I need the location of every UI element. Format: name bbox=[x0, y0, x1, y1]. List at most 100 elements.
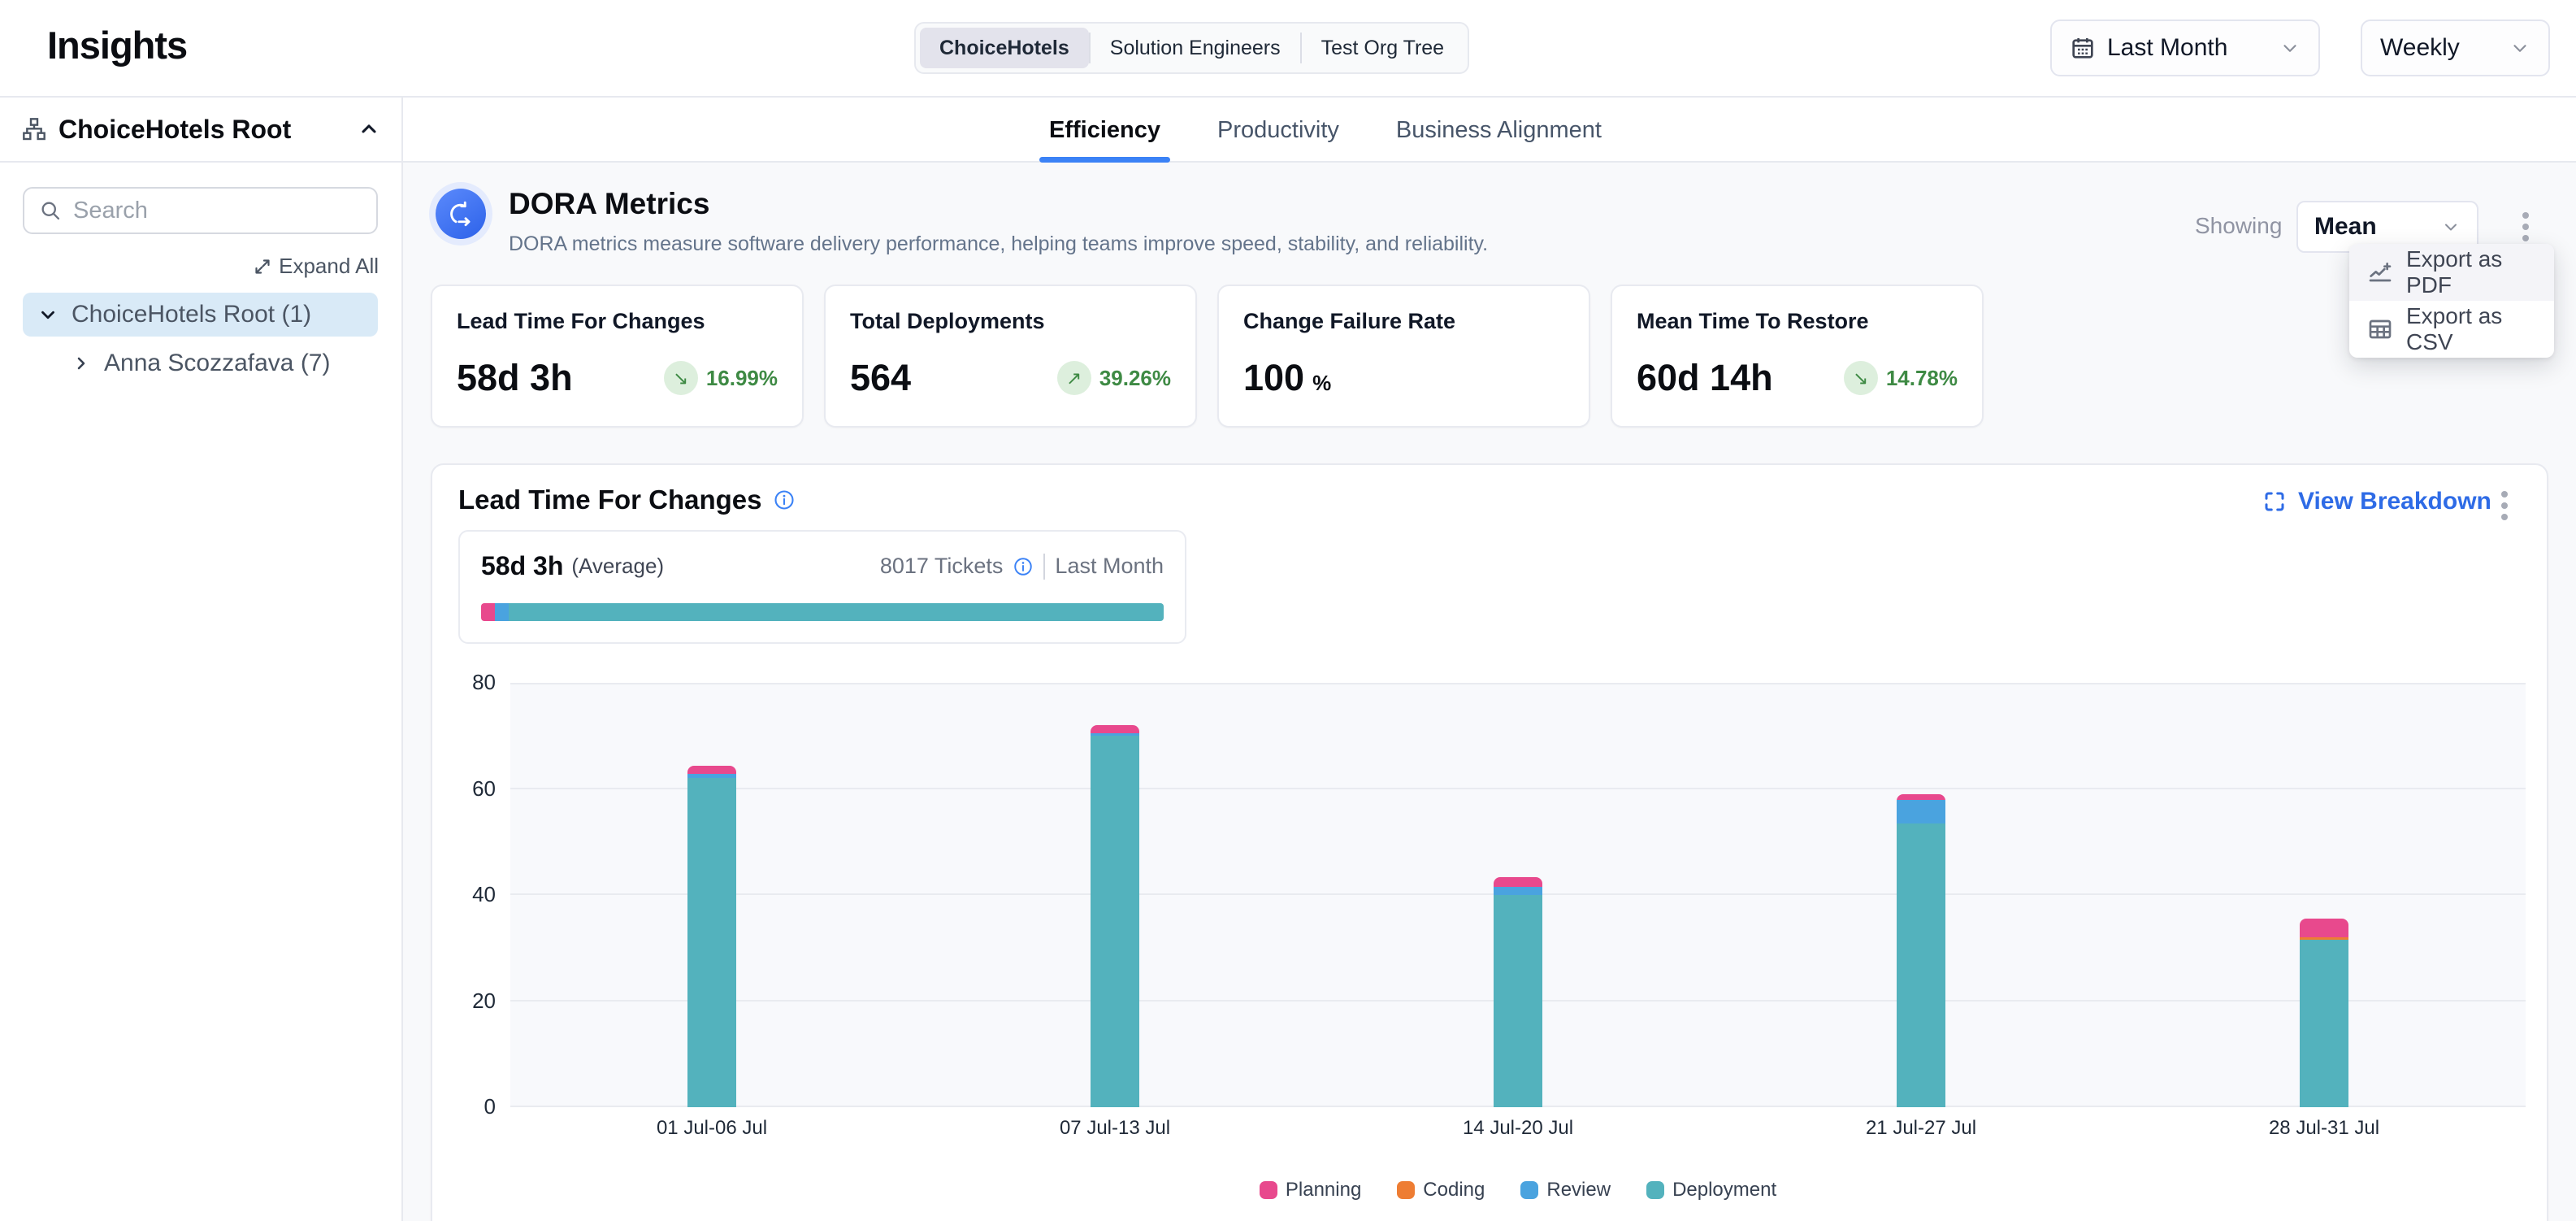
bar-segment-review bbox=[1494, 887, 1542, 895]
trend-value: 39.26% bbox=[1099, 365, 1171, 390]
expand-all-button[interactable]: Expand All bbox=[253, 254, 379, 279]
bar-segment-planning bbox=[2300, 919, 2348, 938]
tree-item-choicehotels-root[interactable]: ChoiceHotels Root (1) bbox=[23, 293, 378, 337]
org-tab-choicehotels[interactable]: ChoiceHotels bbox=[920, 28, 1089, 68]
tab-productivity[interactable]: Productivity bbox=[1217, 116, 1339, 143]
chart-line-plus-icon bbox=[2367, 259, 2393, 285]
bar-segment-planning bbox=[1494, 877, 1542, 888]
expand-all-icon bbox=[253, 257, 272, 276]
search-input[interactable] bbox=[73, 197, 349, 224]
chart-plot bbox=[510, 683, 2526, 1107]
metric-value: 564 bbox=[850, 357, 912, 398]
tab-business-alignment[interactable]: Business Alignment bbox=[1395, 116, 1602, 143]
menu-item-export-csv[interactable]: Export as CSV bbox=[2349, 301, 2554, 358]
stacked-bar-3[interactable] bbox=[1494, 877, 1542, 1107]
gridline bbox=[510, 683, 2526, 684]
metric-unit: % bbox=[1312, 371, 1332, 395]
date-range-select[interactable]: Last Month bbox=[2050, 20, 2320, 76]
org-tab-switcher: ChoiceHotels Solution Engineers Test Org… bbox=[914, 22, 1470, 74]
info-icon[interactable] bbox=[773, 489, 796, 511]
stacked-bar-5[interactable] bbox=[2300, 919, 2348, 1107]
bar-segment-planning bbox=[1091, 725, 1139, 733]
legend-item-deployment[interactable]: Deployment bbox=[1646, 1179, 1776, 1201]
divider bbox=[1043, 553, 1046, 580]
divider bbox=[1299, 33, 1302, 63]
metric-title: Lead Time For Changes bbox=[457, 309, 705, 333]
org-tab-solution-engineers[interactable]: Solution Engineers bbox=[1109, 36, 1281, 59]
chevron-down-icon bbox=[37, 304, 59, 325]
y-axis-tick: 60 bbox=[472, 776, 496, 801]
chevron-right-icon bbox=[72, 354, 91, 373]
export-menu: Export as PDF Export as CSV bbox=[2349, 244, 2554, 358]
section-title: Lead Time For Changes bbox=[458, 484, 762, 515]
legend-swatch bbox=[1646, 1181, 1665, 1199]
section-menu-button[interactable] bbox=[2496, 486, 2513, 525]
legend-label: Review bbox=[1546, 1179, 1611, 1201]
x-axis-tick: 14 Jul-20 Jul bbox=[1462, 1117, 1574, 1139]
y-axis-tick: 40 bbox=[472, 882, 496, 906]
view-breakdown-button[interactable]: View Breakdown bbox=[2262, 488, 2491, 515]
granularity-value: Weekly bbox=[2380, 34, 2460, 61]
sidebar-title: ChoiceHotels Root bbox=[59, 114, 292, 144]
metric-card-lead-time: Lead Time For Changes 58d 3h ↘ 16.99% bbox=[431, 285, 804, 428]
legend-item-planning[interactable]: Planning bbox=[1259, 1179, 1361, 1201]
tickets-count: 8017 Tickets bbox=[879, 554, 1004, 578]
bar-segment-planning bbox=[687, 766, 736, 775]
org-tree-sidebar: ChoiceHotels Root Expand All bbox=[0, 98, 403, 1221]
tree-item-anna-scozzafava[interactable]: Anna Scozzafava (7) bbox=[23, 341, 378, 385]
y-axis-tick: 80 bbox=[472, 670, 496, 694]
bar-segment-review bbox=[1091, 732, 1139, 737]
main-content: Efficiency Productivity Business Alignme… bbox=[403, 98, 2576, 1221]
menu-item-export-pdf[interactable]: Export as PDF bbox=[2349, 244, 2554, 301]
top-bar: Insights ChoiceHotels Solution Engineers… bbox=[0, 0, 2576, 98]
trend-down-icon: ↘ bbox=[663, 361, 698, 395]
legend-label: Deployment bbox=[1672, 1179, 1777, 1201]
org-tab-test-org-tree[interactable]: Test Org Tree bbox=[1321, 36, 1445, 59]
metric-value: 100 % bbox=[1243, 357, 1332, 398]
legend-label: Coding bbox=[1423, 1179, 1485, 1201]
tree-item-label: ChoiceHotels Root (1) bbox=[72, 301, 312, 328]
tab-efficiency[interactable]: Efficiency bbox=[1039, 98, 1170, 163]
metric-value: 60d 14h bbox=[1637, 357, 1773, 398]
org-tree-icon bbox=[21, 116, 47, 142]
page-title: Insights bbox=[47, 24, 188, 67]
date-range-value: Last Month bbox=[2107, 34, 2228, 61]
stacked-bar-4[interactable] bbox=[1897, 794, 1945, 1107]
trend-down-icon: ↘ bbox=[1843, 361, 1878, 395]
legend-item-review[interactable]: Review bbox=[1520, 1179, 1611, 1201]
bar-segment-deployment bbox=[687, 778, 736, 1107]
average-summary-card: 58d 3h (Average) 8017 Tickets Last Month bbox=[458, 530, 1186, 644]
trend-badge: ↘ 16.99% bbox=[663, 361, 778, 395]
legend-swatch bbox=[1397, 1181, 1416, 1199]
dora-menu-button[interactable] bbox=[2517, 207, 2534, 246]
progress-segment-deployment bbox=[508, 603, 1164, 621]
stacked-bar-2[interactable] bbox=[1091, 725, 1139, 1107]
bar-segment-coding bbox=[2300, 937, 2348, 941]
average-suffix: (Average) bbox=[571, 554, 665, 578]
calendar-icon bbox=[2070, 35, 2096, 61]
stacked-bar-1[interactable] bbox=[687, 766, 736, 1107]
trend-value: 16.99% bbox=[705, 365, 778, 390]
bar-segment-review bbox=[1897, 799, 1945, 823]
phase-progress-bar bbox=[481, 603, 1164, 621]
sidebar-collapse-button[interactable] bbox=[358, 118, 380, 141]
x-axis-tick: 28 Jul-31 Jul bbox=[2268, 1117, 2380, 1139]
chevron-down-icon bbox=[2509, 37, 2530, 59]
search-box bbox=[23, 187, 378, 234]
info-icon[interactable] bbox=[1013, 556, 1034, 577]
bar-segment-deployment bbox=[2300, 940, 2348, 1107]
progress-segment-planning bbox=[481, 603, 495, 621]
bar-segment-review bbox=[687, 774, 736, 779]
chart-y-axis: 0 20 40 60 80 bbox=[445, 670, 496, 1119]
bar-segment-deployment bbox=[1897, 823, 1945, 1107]
chart-legend: Planning Coding Review Deployment bbox=[510, 1179, 2526, 1201]
expand-all-label: Expand All bbox=[279, 254, 379, 278]
granularity-select[interactable]: Weekly bbox=[2361, 20, 2550, 76]
metric-card-mean-time-to-restore: Mean Time To Restore 60d 14h ↘ 14.78% bbox=[1611, 285, 1984, 428]
expand-corners-icon bbox=[2262, 489, 2287, 514]
chart-x-labels: 01 Jul-06 Jul 07 Jul-13 Jul 14 Jul-20 Jul 2… bbox=[510, 1117, 2526, 1143]
progress-segment-review bbox=[494, 603, 509, 621]
legend-item-coding[interactable]: Coding bbox=[1397, 1179, 1485, 1201]
trend-up-icon: ↗ bbox=[1056, 361, 1091, 395]
